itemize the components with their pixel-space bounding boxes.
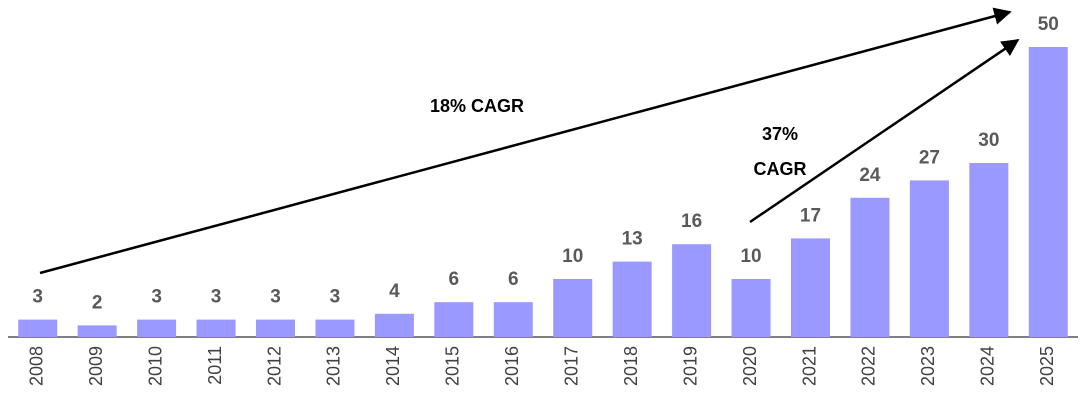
value-label: 30 [978, 130, 999, 151]
bar [18, 319, 58, 337]
x-tick-label: 2017 [561, 346, 581, 386]
value-label: 27 [919, 147, 940, 168]
value-label: 3 [151, 287, 162, 308]
value-label: 3 [330, 287, 341, 308]
bar [612, 261, 652, 337]
value-label: 10 [740, 246, 761, 267]
bar [315, 319, 355, 337]
bar [77, 325, 117, 337]
x-tick-label: 2013 [324, 346, 344, 386]
bar [850, 197, 890, 337]
value-label: 3 [211, 287, 222, 308]
x-tick-label: 2015 [443, 346, 463, 386]
annotation: 18% CAGR [430, 96, 524, 116]
value-label: 50 [1038, 14, 1059, 35]
value-label: 6 [449, 269, 460, 290]
bar [137, 319, 177, 337]
bar [196, 319, 236, 337]
x-tick-label: 2023 [918, 346, 938, 386]
bar [909, 180, 949, 337]
cagr-arrow [39, 7, 1012, 275]
annotation: 37% [762, 124, 798, 144]
bar [731, 279, 771, 337]
value-label: 3 [270, 287, 281, 308]
bar [256, 319, 295, 337]
x-tick-label: 2012 [264, 346, 284, 386]
x-tick-label: 2016 [502, 346, 522, 386]
bar [969, 163, 1009, 337]
bar [374, 313, 414, 337]
value-label: 10 [562, 246, 583, 267]
value-label: 17 [800, 205, 821, 226]
x-tick-label: 2019 [680, 346, 700, 386]
x-tick-label: 2008 [26, 346, 46, 386]
x-tick-label: 2014 [383, 346, 403, 386]
x-tick-label: 2020 [740, 346, 760, 386]
x-tick-label: 2021 [799, 346, 819, 386]
x-tick-label: 2018 [621, 346, 641, 386]
value-label: 3 [32, 287, 43, 308]
bar [493, 302, 533, 337]
value-label: 24 [859, 165, 881, 186]
bar [672, 244, 712, 337]
value-label: 2 [92, 292, 103, 313]
x-tick-label: 2024 [978, 346, 998, 386]
x-tick-label: 2022 [859, 346, 879, 386]
value-label: 13 [622, 229, 643, 250]
bar [1028, 47, 1068, 337]
value-label: 6 [508, 269, 519, 290]
x-tick-label: 2025 [1037, 346, 1057, 386]
x-tick-label: 2009 [86, 346, 106, 386]
annotation: CAGR [754, 159, 807, 179]
value-label: 4 [389, 281, 400, 302]
bar [553, 279, 593, 337]
x-tick-label: 2010 [145, 346, 165, 386]
bar [791, 238, 830, 337]
cagr-arrow [749, 38, 1020, 224]
value-label: 16 [681, 211, 702, 232]
x-tick-label: 2011 [205, 346, 225, 385]
bar [434, 302, 474, 337]
